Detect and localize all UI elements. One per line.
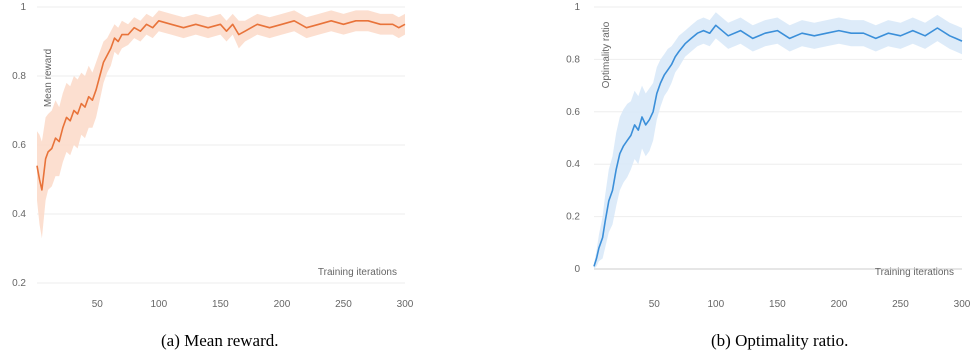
x-tick-label: 50 <box>649 299 661 310</box>
x-axis-label: Training iterations <box>875 267 954 278</box>
series-path <box>593 24 963 267</box>
band-area <box>37 10 405 239</box>
y-tick-label: 0.8 <box>566 54 580 65</box>
y-tick-label: 1 <box>20 2 26 13</box>
y-tick-labels: 0 0.2 0.4 0.6 0.8 1 <box>566 2 580 275</box>
x-tick-label: 150 <box>769 299 786 310</box>
y-tick-label: 0.4 <box>566 159 580 170</box>
y-tick-label: 0.2 <box>12 278 26 289</box>
x-tick-label: 200 <box>831 299 848 310</box>
mean-reward-chart: 0.2 0.4 0.6 0.8 1 50 100 150 200 250 300 Mean rew… <box>12 2 414 310</box>
y-axis-label: Optimality ratio <box>601 21 612 88</box>
x-tick-label: 250 <box>892 299 909 310</box>
confidence-band <box>37 10 405 239</box>
caption-a: (a) Mean reward. <box>161 331 279 350</box>
confidence-band <box>594 12 962 269</box>
x-tick-label: 200 <box>274 299 291 310</box>
y-tick-label: 1 <box>574 2 580 13</box>
y-axis-label: Mean reward <box>43 49 54 107</box>
x-tick-label: 100 <box>708 299 725 310</box>
optimality-ratio-chart: 0 0.2 0.4 0.6 0.8 1 50 100 150 200 250 300 Optimal… <box>566 2 971 310</box>
x-axis-label: Training iterations <box>318 267 397 278</box>
series-line <box>36 19 406 191</box>
series-line <box>593 24 963 267</box>
x-tick-label: 250 <box>335 299 352 310</box>
y-tick-labels: 0.2 0.4 0.6 0.8 1 <box>12 2 26 289</box>
x-tick-label: 100 <box>151 299 168 310</box>
series-path <box>36 19 406 191</box>
y-tick-label: 0 <box>574 264 580 275</box>
x-tick-label: 300 <box>397 299 414 310</box>
x-tick-label: 150 <box>212 299 229 310</box>
x-tick-label: 300 <box>954 299 971 310</box>
y-tick-label: 0.2 <box>566 212 580 223</box>
band-area <box>594 12 962 269</box>
x-tick-labels: 50 100 150 200 250 300 <box>92 299 414 310</box>
x-tick-labels: 50 100 150 200 250 300 <box>649 299 971 310</box>
y-tick-label: 0.4 <box>12 209 26 220</box>
grid-lines <box>594 6 962 270</box>
y-tick-label: 0.6 <box>566 107 580 118</box>
grid-lines <box>37 6 405 284</box>
caption-b: (b) Optimality ratio. <box>711 331 849 350</box>
x-tick-label: 50 <box>92 299 104 310</box>
y-tick-label: 0.8 <box>12 71 26 82</box>
y-tick-label: 0.6 <box>12 140 26 151</box>
